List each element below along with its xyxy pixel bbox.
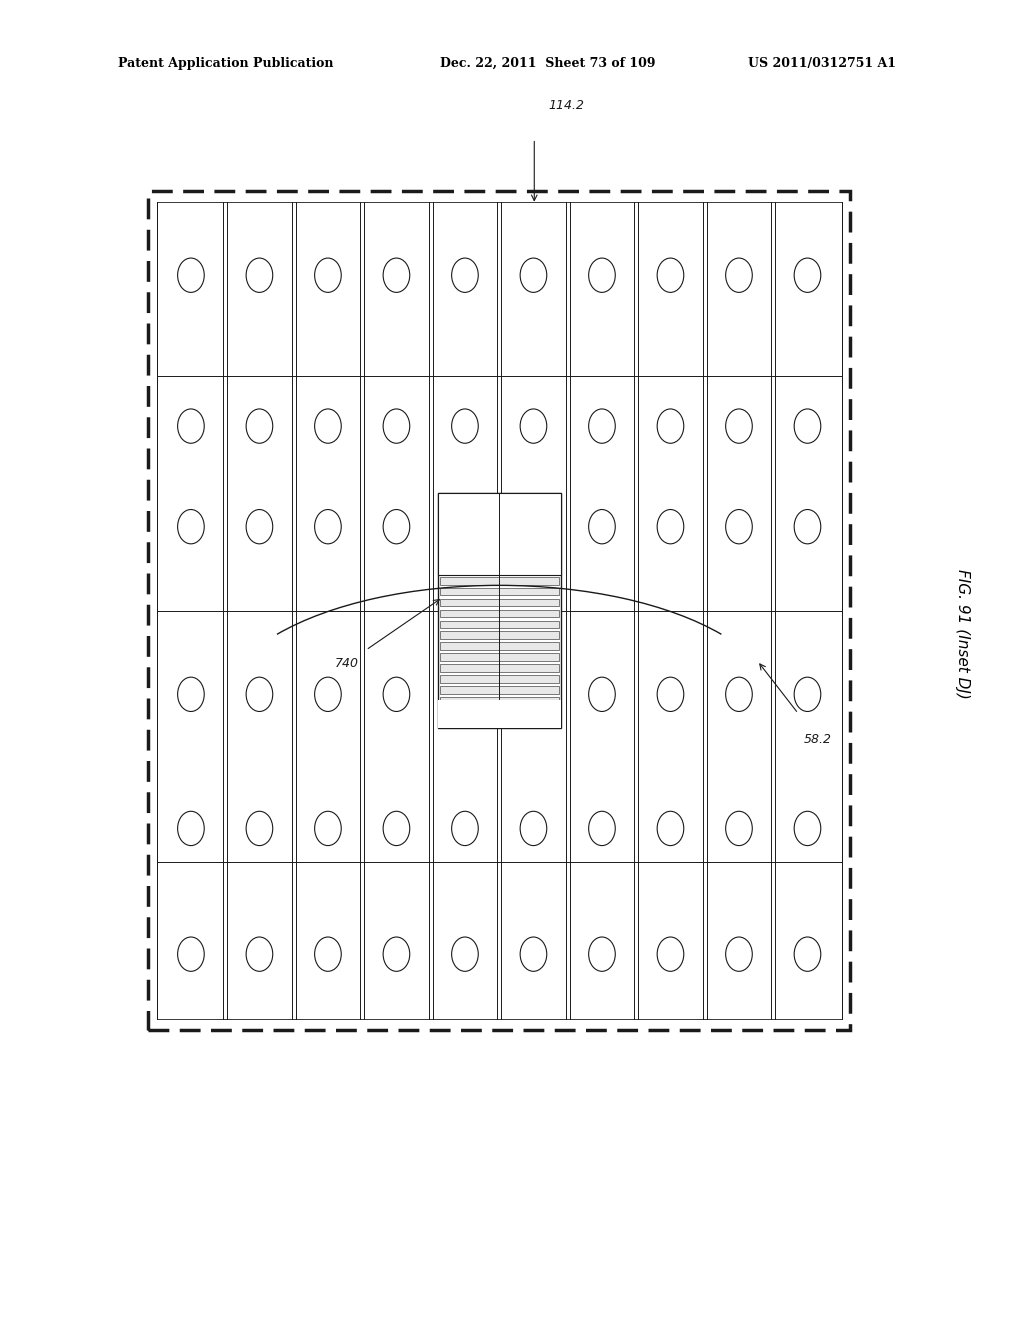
Bar [157, 202, 842, 1019]
Text: 740: 740 [335, 657, 359, 669]
Bar [439, 697, 559, 705]
Bar [439, 675, 559, 682]
Text: 114.2: 114.2 [548, 99, 585, 112]
Bar [439, 643, 559, 649]
Bar [439, 631, 559, 639]
Bar [437, 700, 561, 727]
Text: US 2011/0312751 A1: US 2011/0312751 A1 [748, 57, 896, 70]
Bar [439, 587, 559, 595]
Bar [439, 599, 559, 606]
Bar [439, 610, 559, 618]
Bar [439, 718, 559, 726]
Bar [439, 664, 559, 672]
Bar [439, 653, 559, 661]
Text: FIG. 91 (Inset DJ): FIG. 91 (Inset DJ) [955, 569, 970, 698]
Text: 58.2: 58.2 [804, 734, 831, 746]
Bar [439, 686, 559, 693]
Bar [439, 620, 559, 628]
Bar [439, 577, 559, 585]
Bar [437, 494, 561, 576]
Bar [148, 191, 850, 1030]
Bar [439, 708, 559, 715]
Bar [437, 494, 561, 727]
Text: Patent Application Publication: Patent Application Publication [118, 57, 333, 70]
Text: Dec. 22, 2011  Sheet 73 of 109: Dec. 22, 2011 Sheet 73 of 109 [440, 57, 655, 70]
